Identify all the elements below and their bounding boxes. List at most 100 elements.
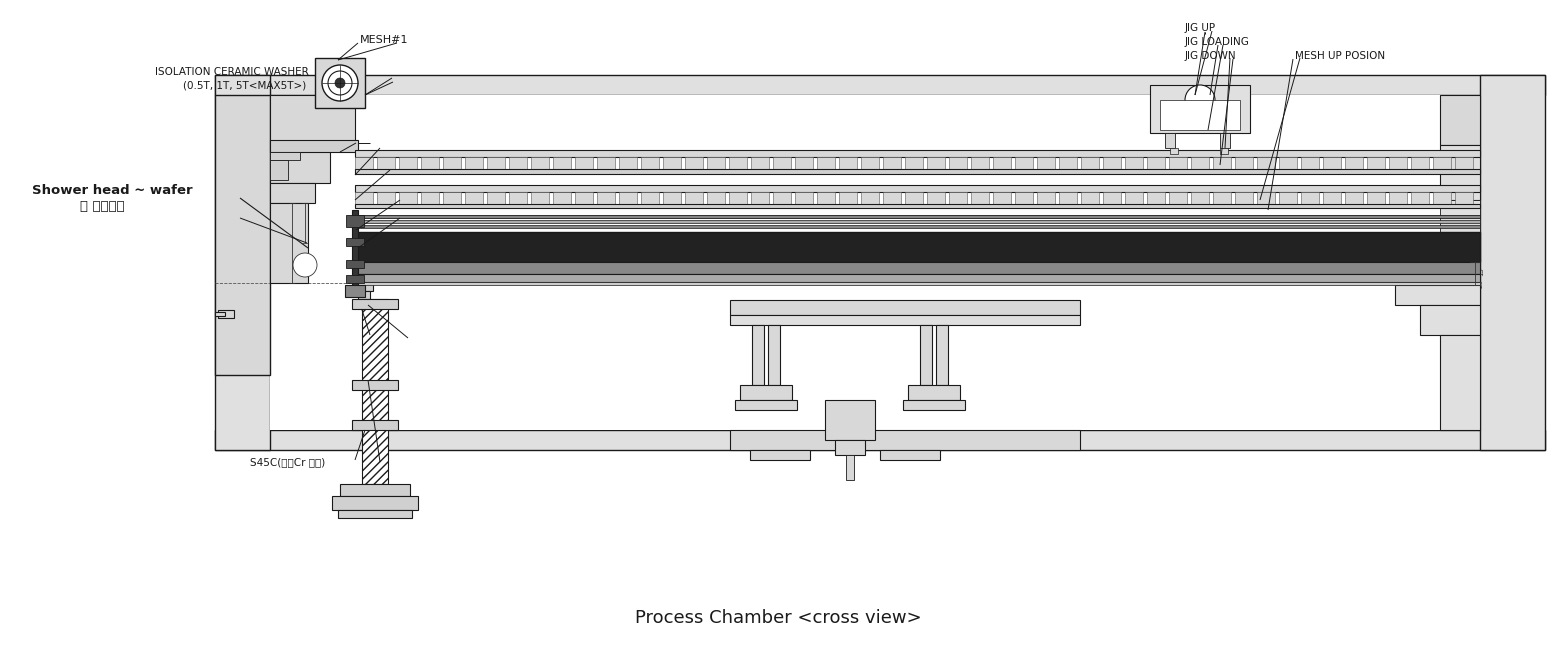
Bar xyxy=(1147,157,1165,169)
Bar xyxy=(355,262,1480,274)
Bar xyxy=(825,400,874,440)
Circle shape xyxy=(322,65,358,101)
Bar xyxy=(730,300,1080,315)
Text: (0.5T, 1T, 5T<MAX5T>): (0.5T, 1T, 5T<MAX5T>) xyxy=(184,80,307,90)
Bar xyxy=(1390,192,1407,204)
Bar xyxy=(398,157,417,169)
Bar xyxy=(1036,157,1055,169)
Bar xyxy=(1169,192,1187,204)
Bar xyxy=(1411,192,1428,204)
Bar xyxy=(752,325,764,385)
Bar xyxy=(685,192,703,204)
Bar xyxy=(271,95,1480,430)
Bar xyxy=(215,75,1545,95)
Bar xyxy=(750,450,811,460)
Bar xyxy=(443,157,461,169)
Bar xyxy=(1103,157,1120,169)
Bar xyxy=(576,192,593,204)
Bar xyxy=(706,192,725,204)
Bar xyxy=(817,157,836,169)
Text: 20: 20 xyxy=(307,218,316,228)
Bar xyxy=(817,192,836,204)
Bar xyxy=(1455,192,1474,204)
Bar xyxy=(1150,85,1249,133)
Bar xyxy=(685,157,703,169)
Bar xyxy=(358,291,370,299)
Bar xyxy=(860,157,879,169)
Bar xyxy=(422,157,439,169)
Bar xyxy=(773,157,790,169)
Bar xyxy=(598,192,615,204)
Text: ISOLATION CERAMIC WASHER: ISOLATION CERAMIC WASHER xyxy=(156,67,308,77)
Bar xyxy=(341,484,409,496)
Bar xyxy=(1125,192,1144,204)
Bar xyxy=(752,157,769,169)
Bar xyxy=(345,215,364,227)
Bar xyxy=(641,157,660,169)
Bar xyxy=(993,192,1011,204)
Bar xyxy=(355,150,1480,157)
Bar xyxy=(1190,157,1209,169)
Bar xyxy=(215,430,1545,450)
Bar xyxy=(1301,192,1319,204)
Bar xyxy=(331,496,419,510)
Circle shape xyxy=(335,78,345,88)
Bar xyxy=(215,75,271,450)
Bar xyxy=(909,385,960,400)
Bar xyxy=(355,225,1480,228)
Bar xyxy=(902,400,965,410)
Bar xyxy=(215,312,226,316)
Bar xyxy=(352,380,398,390)
Bar xyxy=(355,169,1480,174)
Bar xyxy=(352,420,398,430)
Text: MESH#1: MESH#1 xyxy=(359,35,409,45)
Bar xyxy=(398,192,417,204)
Bar xyxy=(1439,335,1480,430)
Bar xyxy=(1103,192,1120,204)
Bar xyxy=(215,95,271,375)
Bar xyxy=(839,157,857,169)
Bar xyxy=(355,204,1480,208)
Bar xyxy=(355,185,1480,192)
Text: JIG DOWN: JIG DOWN xyxy=(1186,51,1237,61)
Bar xyxy=(1323,157,1341,169)
Bar xyxy=(355,192,373,204)
Bar xyxy=(1257,157,1274,169)
Bar xyxy=(1433,192,1452,204)
Bar xyxy=(971,157,990,169)
Bar xyxy=(465,157,482,169)
Bar xyxy=(355,274,1480,282)
Bar xyxy=(1165,133,1175,148)
Bar xyxy=(271,152,300,160)
Bar xyxy=(352,210,358,290)
Bar xyxy=(839,192,857,204)
Bar xyxy=(1390,157,1407,169)
Circle shape xyxy=(328,71,352,95)
Bar xyxy=(345,275,364,283)
Bar xyxy=(1190,192,1209,204)
Bar xyxy=(1220,148,1228,154)
Bar xyxy=(769,325,780,385)
Bar xyxy=(355,282,1480,285)
Bar xyxy=(576,157,593,169)
Bar xyxy=(1421,305,1480,335)
Bar xyxy=(552,192,571,204)
Bar xyxy=(509,192,527,204)
Bar xyxy=(377,157,395,169)
Bar xyxy=(1147,192,1165,204)
Bar xyxy=(1214,192,1231,204)
Bar xyxy=(218,310,233,318)
Bar xyxy=(795,157,812,169)
Text: JIG UP: JIG UP xyxy=(1186,23,1217,33)
Text: Process Chamber <cross view>: Process Chamber <cross view> xyxy=(635,609,921,627)
Bar xyxy=(271,160,288,180)
Bar xyxy=(730,430,1080,450)
Bar xyxy=(860,192,879,204)
Bar xyxy=(598,157,615,169)
Bar xyxy=(1081,192,1099,204)
Text: SUS washer: SUS washer xyxy=(280,328,359,341)
Bar xyxy=(1257,192,1274,204)
Text: 간 최소거리: 간 최소거리 xyxy=(79,200,124,214)
Bar xyxy=(465,192,482,204)
Bar xyxy=(509,157,527,169)
